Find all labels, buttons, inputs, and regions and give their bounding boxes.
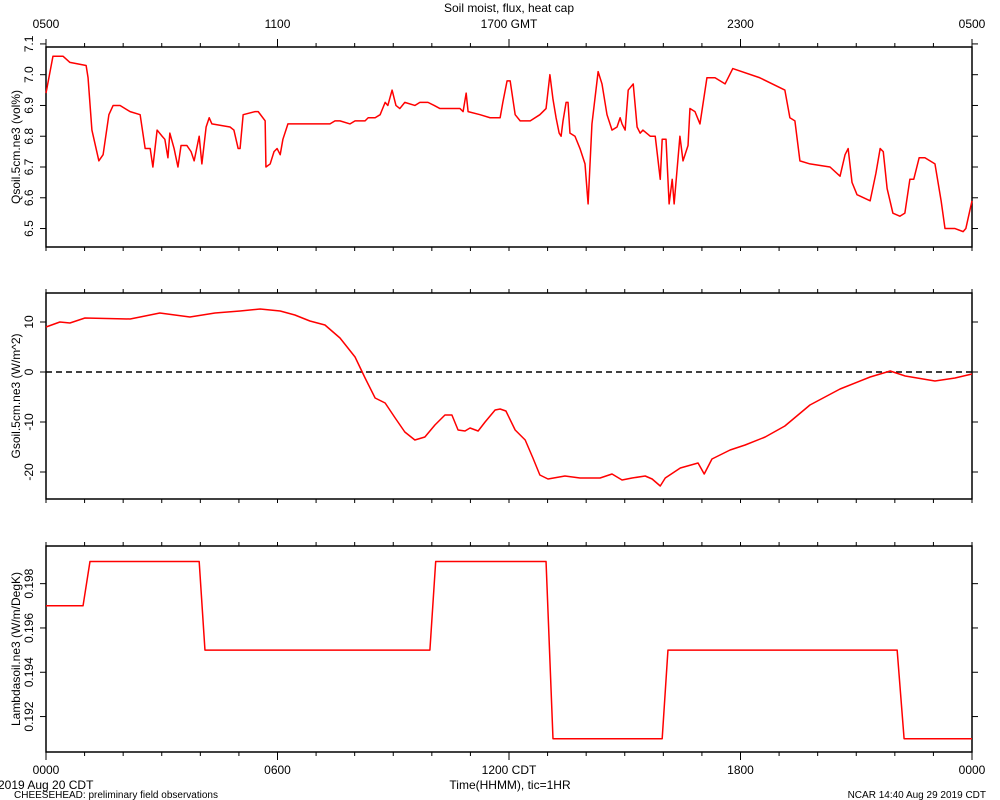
data-line xyxy=(46,560,972,740)
y-tick-label: -20 xyxy=(22,463,36,481)
data-line xyxy=(45,55,973,233)
y-axis-label: Qsoil.5cm.ne3 (vol%) xyxy=(9,90,23,204)
x2-tick-label: 0500 xyxy=(959,17,986,31)
y-tick-label: 0.198 xyxy=(22,568,36,598)
date-label: 2019 Aug 20 CDT xyxy=(0,778,94,792)
y-tick-label: 7.1 xyxy=(22,35,36,52)
x2-tick-label: 1100 xyxy=(265,17,291,31)
y-tick-label: 10 xyxy=(22,315,36,329)
plot-frame xyxy=(45,292,973,500)
note: CHEESEHEAD: preliminary field observatio… xyxy=(14,790,218,800)
x-tick-label: 1800 xyxy=(727,763,754,777)
y-tick-label: 6.7 xyxy=(22,158,36,175)
x-tick-label: 0000 xyxy=(33,763,60,777)
x2-tick-label: 2300 xyxy=(727,17,754,31)
y-tick-label: 0.196 xyxy=(22,613,36,643)
x-tick-label: 0000 xyxy=(959,763,986,777)
credit: NCAR 14:40 Aug 29 2019 CDT xyxy=(848,790,986,800)
y-tick-label: 0.194 xyxy=(22,657,36,687)
x2-tick-label: 0500 xyxy=(33,17,60,31)
x2-tick-label: 1700 GMT xyxy=(481,17,538,31)
y-tick-label: 0.192 xyxy=(22,701,36,731)
y-tick-label: 6.9 xyxy=(22,97,36,114)
y-tick-label: 0 xyxy=(22,368,36,375)
data-line xyxy=(45,308,973,487)
y-tick-label: 7.0 xyxy=(22,66,36,83)
plot-frame xyxy=(45,545,973,753)
y-tick-label: -10 xyxy=(22,413,36,431)
y-tick-label: 6.6 xyxy=(22,189,36,206)
y-tick-label: 6.8 xyxy=(22,128,36,145)
y-axis-label: Gsoil.5cm.ne3 (W/m^2) xyxy=(9,334,23,459)
x-tick-label: 1200 CDT xyxy=(482,763,537,777)
chart-title: Soil moist, flux, heat cap xyxy=(444,1,574,15)
y-axis-label: Lambdasoil.ne3 (W/m/DegK) xyxy=(9,572,23,726)
x-axis-label: Time(HHMM), tic=1HR xyxy=(449,778,571,792)
y-tick-label: 6.5 xyxy=(22,220,36,237)
x-tick-label: 0600 xyxy=(264,763,291,777)
plot-frame xyxy=(45,46,973,248)
